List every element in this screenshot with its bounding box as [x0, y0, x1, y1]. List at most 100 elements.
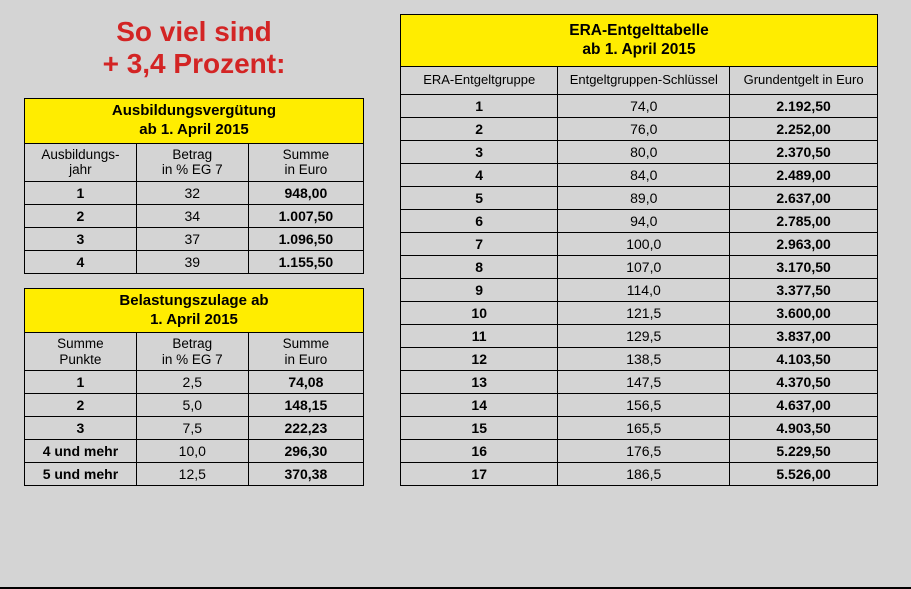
- row-value: 3.600,00: [730, 301, 878, 324]
- row-key: 9: [401, 278, 558, 301]
- table-row: 484,02.489,00: [401, 163, 878, 186]
- table-row: 694,02.785,00: [401, 209, 878, 232]
- row-value: 74,08: [248, 371, 363, 394]
- era-col2: Entgeltgruppen-Schlüssel: [558, 66, 730, 94]
- era-col1: ERA-Entgeltgruppe: [401, 66, 558, 94]
- row-key: 7: [401, 232, 558, 255]
- table-row: 15165,54.903,50: [401, 416, 878, 439]
- belastung-title-l2: 1. April 2015: [150, 311, 238, 328]
- row-mid: 10,0: [136, 440, 248, 463]
- row-key: 11: [401, 324, 558, 347]
- row-mid: 74,0: [558, 94, 730, 117]
- table-row: 174,02.192,50: [401, 94, 878, 117]
- table-row: 10121,53.600,00: [401, 301, 878, 324]
- row-key: 1: [25, 181, 137, 204]
- row-key: 2: [25, 394, 137, 417]
- row-key: 5 und mehr: [25, 463, 137, 486]
- row-mid: 89,0: [558, 186, 730, 209]
- row-key: 8: [401, 255, 558, 278]
- headline: So viel sind + 3,4 Prozent:: [24, 16, 364, 80]
- row-value: 3.837,00: [730, 324, 878, 347]
- row-mid: 5,0: [136, 394, 248, 417]
- table-row: 8107,03.170,50: [401, 255, 878, 278]
- row-value: 948,00: [248, 181, 363, 204]
- row-mid: 165,5: [558, 416, 730, 439]
- row-key: 10: [401, 301, 558, 324]
- row-value: 3.377,50: [730, 278, 878, 301]
- row-key: 16: [401, 439, 558, 462]
- table-row: 12,574,08: [25, 371, 364, 394]
- row-mid: 37: [136, 227, 248, 250]
- table-row: 11129,53.837,00: [401, 324, 878, 347]
- row-value: 148,15: [248, 394, 363, 417]
- table-row: 4391.155,50: [25, 250, 364, 273]
- table-row: 132948,00: [25, 181, 364, 204]
- belastung-title-l1: Belastungszulage ab: [119, 292, 268, 309]
- right-column: ERA-Entgelttabelle ab 1. April 2015 ERA-…: [400, 14, 878, 486]
- row-mid: 156,5: [558, 393, 730, 416]
- ausbildung-title-l1: Ausbildungsvergütung: [112, 102, 276, 119]
- table-row: 3371.096,50: [25, 227, 364, 250]
- row-mid: 2,5: [136, 371, 248, 394]
- era-table: ERA-Entgelttabelle ab 1. April 2015 ERA-…: [400, 14, 878, 486]
- row-value: 1.096,50: [248, 227, 363, 250]
- row-value: 2.370,50: [730, 140, 878, 163]
- table-row: 13147,54.370,50: [401, 370, 878, 393]
- table-row: 14156,54.637,00: [401, 393, 878, 416]
- row-mid: 34: [136, 204, 248, 227]
- layout: So viel sind + 3,4 Prozent: Ausbildungsv…: [24, 14, 887, 486]
- row-value: 4.903,50: [730, 416, 878, 439]
- row-key: 4 und mehr: [25, 440, 137, 463]
- row-mid: 147,5: [558, 370, 730, 393]
- row-key: 3: [401, 140, 558, 163]
- row-value: 1.155,50: [248, 250, 363, 273]
- row-key: 12: [401, 347, 558, 370]
- headline-line1: So viel sind: [116, 16, 272, 47]
- belastung-col1: Summe Punkte: [25, 333, 137, 371]
- row-key: 15: [401, 416, 558, 439]
- row-mid: 32: [136, 181, 248, 204]
- row-key: 3: [25, 227, 137, 250]
- row-mid: 186,5: [558, 462, 730, 485]
- row-mid: 107,0: [558, 255, 730, 278]
- table-row: 9114,03.377,50: [401, 278, 878, 301]
- row-value: 4.370,50: [730, 370, 878, 393]
- row-value: 5.526,00: [730, 462, 878, 485]
- row-value: 1.007,50: [248, 204, 363, 227]
- row-value: 2.785,00: [730, 209, 878, 232]
- era-title-l1: ERA-Entgelttabelle: [569, 22, 709, 39]
- ausbildung-col2: Betrag in % EG 7: [136, 143, 248, 181]
- table-row: 5 und mehr12,5370,38: [25, 463, 364, 486]
- row-value: 296,30: [248, 440, 363, 463]
- row-mid: 138,5: [558, 347, 730, 370]
- row-mid: 76,0: [558, 117, 730, 140]
- table-row: 17186,55.526,00: [401, 462, 878, 485]
- row-key: 5: [401, 186, 558, 209]
- row-value: 2.192,50: [730, 94, 878, 117]
- ausbildung-title-l2: ab 1. April 2015: [139, 121, 249, 138]
- table-row: 25,0148,15: [25, 394, 364, 417]
- table-row: 380,02.370,50: [401, 140, 878, 163]
- era-title-l2: ab 1. April 2015: [582, 41, 695, 58]
- row-value: 370,38: [248, 463, 363, 486]
- row-value: 4.103,50: [730, 347, 878, 370]
- ausbildung-title: Ausbildungsvergütung ab 1. April 2015: [25, 99, 364, 144]
- row-mid: 94,0: [558, 209, 730, 232]
- table-row: 16176,55.229,50: [401, 439, 878, 462]
- row-value: 2.489,00: [730, 163, 878, 186]
- table-row: 37,5222,23: [25, 417, 364, 440]
- row-key: 2: [401, 117, 558, 140]
- ausbildung-table: Ausbildungsvergütung ab 1. April 2015 Au…: [24, 98, 364, 274]
- table-row: 276,02.252,00: [401, 117, 878, 140]
- row-key: 17: [401, 462, 558, 485]
- row-key: 4: [25, 250, 137, 273]
- row-key: 1: [401, 94, 558, 117]
- table-row: 7100,02.963,00: [401, 232, 878, 255]
- belastung-title: Belastungszulage ab 1. April 2015: [25, 288, 364, 333]
- headline-line2: + 3,4 Prozent:: [103, 48, 286, 79]
- row-mid: 80,0: [558, 140, 730, 163]
- row-mid: 114,0: [558, 278, 730, 301]
- ausbildung-col3: Summe in Euro: [248, 143, 363, 181]
- row-value: 2.637,00: [730, 186, 878, 209]
- row-mid: 39: [136, 250, 248, 273]
